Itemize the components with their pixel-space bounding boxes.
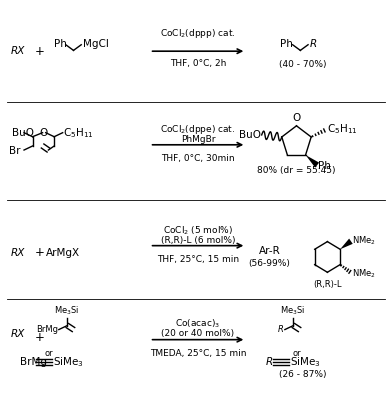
Text: THF, 0°C, 30min: THF, 0°C, 30min [161, 154, 235, 163]
Text: C$_5$H$_{11}$: C$_5$H$_{11}$ [327, 122, 358, 136]
Text: (56-99%): (56-99%) [249, 259, 290, 268]
Text: R: R [265, 357, 273, 367]
Text: SiMe$_3$: SiMe$_3$ [290, 355, 321, 369]
Text: O: O [39, 128, 47, 138]
Text: RX: RX [11, 328, 25, 339]
Text: CoCl$_2$(dppe) cat.: CoCl$_2$(dppe) cat. [160, 123, 236, 136]
Text: (20 or 40 mol%): (20 or 40 mol%) [162, 329, 234, 338]
Text: NMe$_2$: NMe$_2$ [352, 234, 376, 247]
Text: CoCl$_2$(dppp) cat.: CoCl$_2$(dppp) cat. [160, 27, 236, 40]
Text: Me$_3$Si: Me$_3$Si [280, 305, 305, 317]
Text: THF, 0°C, 2h: THF, 0°C, 2h [170, 59, 226, 68]
Text: PhMgBr: PhMgBr [181, 135, 215, 144]
Text: (R,R)-L: (R,R)-L [313, 280, 342, 289]
Text: NMe$_2$: NMe$_2$ [352, 267, 376, 280]
Text: RX: RX [11, 248, 25, 258]
Text: O: O [292, 112, 301, 123]
Text: +: + [34, 246, 44, 259]
Text: RX: RX [11, 46, 25, 56]
Text: or: or [292, 349, 301, 358]
Text: BrMg: BrMg [20, 357, 47, 367]
Polygon shape [305, 155, 319, 168]
Text: Ph: Ph [318, 161, 331, 171]
Text: THF, 25°C, 15 min: THF, 25°C, 15 min [157, 254, 239, 263]
Text: Br: Br [9, 146, 20, 156]
Text: Ar-R: Ar-R [259, 246, 280, 256]
Text: SiMe$_3$: SiMe$_3$ [53, 355, 83, 369]
Text: (26 - 87%): (26 - 87%) [279, 370, 326, 379]
Polygon shape [340, 238, 353, 249]
Text: (40 - 70%): (40 - 70%) [279, 60, 326, 69]
Text: CoCl$_2$ (5 mol%): CoCl$_2$ (5 mol%) [163, 224, 233, 237]
Text: BrMg: BrMg [36, 325, 58, 334]
Text: ArMgX: ArMgX [45, 248, 80, 258]
Text: TMEDA, 25°C, 15 min: TMEDA, 25°C, 15 min [150, 349, 246, 358]
Text: +: + [34, 45, 44, 58]
Text: Ph: Ph [280, 39, 293, 49]
Text: C$_5$H$_{11}$: C$_5$H$_{11}$ [64, 126, 94, 139]
Text: 80% (dr = 55:45): 80% (dr = 55:45) [257, 166, 336, 175]
Text: Co(acac)$_3$: Co(acac)$_3$ [175, 318, 221, 330]
Text: (R,R)-L (6 mol%): (R,R)-L (6 mol%) [161, 236, 235, 245]
Text: BuO: BuO [13, 128, 34, 138]
Text: R: R [278, 325, 284, 334]
Text: or: or [45, 349, 53, 358]
Text: Ph: Ph [54, 39, 66, 49]
Text: Me$_3$Si: Me$_3$Si [54, 305, 79, 317]
Text: BuO: BuO [238, 130, 261, 140]
Text: +: + [34, 331, 44, 344]
Text: MgCl: MgCl [83, 39, 109, 49]
Text: R: R [309, 39, 316, 49]
